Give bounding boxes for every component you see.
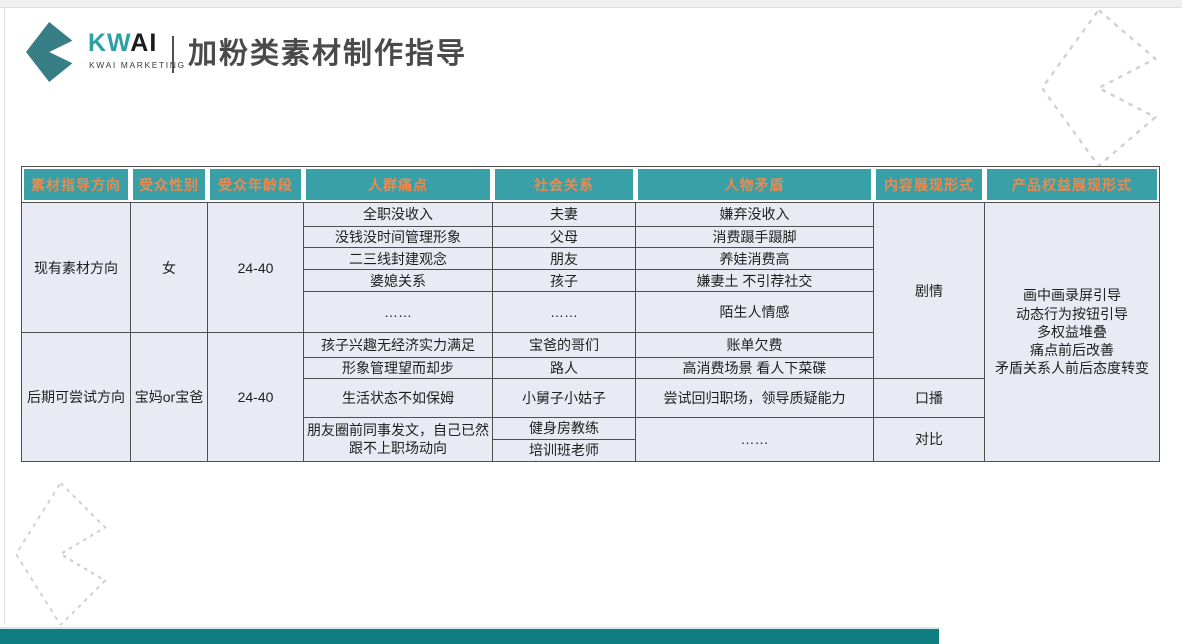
kwai-chevron-outline-icon [16, 483, 107, 625]
table-row: 朋友圈前同事发文，自己已然跟不上职场动向 健身房教练 …… 对比 [22, 418, 1159, 461]
pain-point-cell: 婆媳关系 [304, 270, 493, 293]
table-row: 生活状态不如保姆 小舅子小姑子 尝试回归职场，领导质疑能力 口播 [22, 379, 1159, 419]
page-title: 加粉类素材制作指导 [188, 38, 468, 70]
age-cell: 24-40 [208, 202, 304, 334]
direction-cell: 现有素材方向 [22, 202, 131, 334]
pain-point-cell: 二三线封建观念 [304, 248, 493, 271]
relation-cell: 路人 [493, 358, 636, 380]
conflict-cell: 尝试回归职场，领导质疑能力 [636, 379, 874, 419]
table-row: 后期可尝试方向 宝妈or宝爸 24-40 孩子兴趣无经济实力满足 宝爸的哥们 账… [22, 333, 1159, 461]
rights-form-cell: 画中画录屏引导 动态行为按钮引导 多权益堆叠 痛点前后改善 矛盾关系人前后态度转… [985, 202, 1159, 461]
relation-cell: 孩子 [493, 270, 636, 293]
kwai-wordmark: KWAI [88, 31, 157, 56]
header-cell-rights-form: 产品权益展现形式 [985, 167, 1159, 202]
brand-tagline: KWAI MARKETING [89, 60, 186, 70]
gender-cell: 宝妈or宝爸 [131, 333, 208, 461]
slide-top-edge [0, 0, 1182, 8]
guidance-table-grid: 素材指导方向 受众性别 受众年龄段 人群痛点 社会关系 人物矛盾 内容展现形式 … [22, 167, 1159, 461]
conflict-cell: 养娃消费高 [636, 248, 874, 271]
pain-point-cell: 没钱没时间管理形象 [304, 227, 493, 249]
relation-cell: 朋友 [493, 248, 636, 271]
gender-cell: 女 [131, 202, 208, 334]
header-cell-conflicts: 人物矛盾 [636, 167, 874, 202]
age-cell: 24-40 [208, 333, 304, 461]
pain-point-cell: 孩子兴趣无经济实力满足 [304, 333, 493, 359]
kwai-chevron-icon [26, 22, 73, 82]
table-row: 形象管理望而却步 路人 高消费场景 看人下菜碟 [22, 358, 1159, 380]
relation-cell: 宝爸的哥们 [493, 333, 636, 359]
header-cell-relations: 社会关系 [493, 167, 636, 202]
pain-point-cell: …… [304, 292, 493, 334]
header-cell-age: 受众年龄段 [208, 167, 304, 202]
relation-cell: 培训班老师 [493, 439, 636, 461]
content-form-cell: 对比 [874, 418, 985, 461]
pain-point-cell: 生活状态不如保姆 [304, 379, 493, 419]
conflict-cell: 陌生人情感 [636, 292, 874, 334]
header-cell-content-form: 内容展现形式 [874, 167, 985, 202]
table-header-row: 素材指导方向 受众性别 受众年龄段 人群痛点 社会关系 人物矛盾 内容展现形式 … [22, 167, 1159, 202]
content-form-cell: 剧情 [874, 202, 985, 380]
table-row: 婆媳关系 孩子 嫌妻土 不引荐社交 [22, 270, 1159, 293]
relation-cell: 夫妻 [493, 202, 636, 227]
footer-accent-bar [0, 627, 939, 644]
relation-cell: 父母 [493, 227, 636, 249]
slide-left-edge [4, 8, 5, 625]
guidance-table: 素材指导方向 受众性别 受众年龄段 人群痛点 社会关系 人物矛盾 内容展现形式 … [21, 166, 1160, 462]
header-cell-direction: 素材指导方向 [22, 167, 131, 202]
title-divider [172, 36, 174, 73]
table-row: 培训班老师 [22, 439, 1159, 461]
pain-point-cell: 形象管理望而却步 [304, 358, 493, 380]
conflict-cell: 高消费场景 看人下菜碟 [636, 358, 874, 380]
table-row: 二三线封建观念 朋友 养娃消费高 [22, 248, 1159, 271]
table-row: 没钱没时间管理形象 父母 消费蹑手蹑脚 [22, 227, 1159, 249]
pain-point-cell: 全职没收入 [304, 202, 493, 227]
direction-cell: 后期可尝试方向 [22, 333, 131, 461]
table-row: 现有素材方向 女 24-40 全职没收入 夫妻 嫌弃没收入 剧情 画中画录屏引导… [22, 202, 1159, 461]
pain-point-cell: 朋友圈前同事发文，自己已然跟不上职场动向 [304, 418, 493, 461]
conflict-cell: 嫌弃没收入 [636, 202, 874, 227]
conflict-cell: 嫌妻土 不引荐社交 [636, 270, 874, 293]
relation-cell: 小舅子小姑子 [493, 379, 636, 419]
kwai-chevron-outline-icon [1042, 10, 1158, 166]
wordmark-teal-part: KW [88, 29, 131, 57]
conflict-cell: 账单欠费 [636, 333, 874, 359]
conflict-cell: …… [636, 418, 874, 461]
content-form-cell: 口播 [874, 379, 985, 419]
wordmark-dark-part: AI [130, 29, 158, 57]
table-row: …… …… 陌生人情感 [22, 292, 1159, 334]
relation-cell: 健身房教练 [493, 418, 636, 440]
header-cell-gender: 受众性别 [131, 167, 208, 202]
relation-cell: …… [493, 292, 636, 334]
conflict-cell: 消费蹑手蹑脚 [636, 227, 874, 249]
header-cell-pain-points: 人群痛点 [304, 167, 493, 202]
